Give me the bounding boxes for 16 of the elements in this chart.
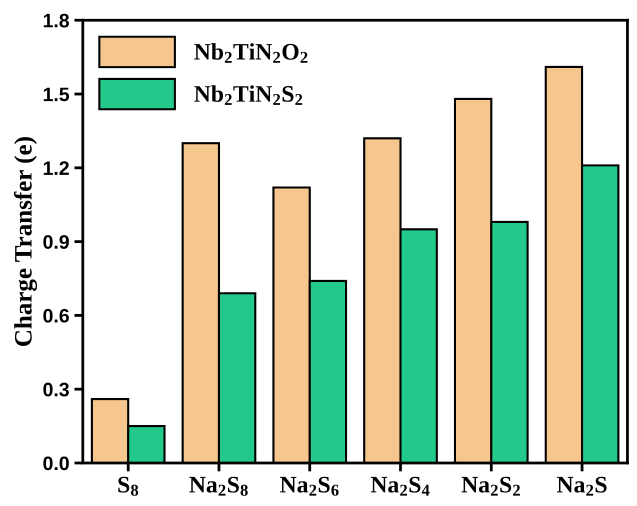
y-tick-label: 1.8 [44, 14, 70, 28]
x-tick-label: Na$_{2}$S$_{8}$ [189, 476, 248, 496]
legend-label: Nb$_{2}$TiN$_{2}$S$_{2}$ [194, 85, 302, 105]
y-tick-label: 0.3 [43, 382, 69, 396]
x-tick-label: Na$_{2}$S$_{6}$ [280, 476, 339, 496]
y-axis-title: Charge Transfer (e) [14, 137, 38, 346]
y-tick-label: 1.2 [44, 161, 69, 175]
x-tick-label: Na$_{2}$S$_{2}$ [462, 476, 520, 496]
y-tick-label: 0.0 [43, 456, 69, 470]
legend-label: Nb$_{2}$TiN$_{2}$O$_{2}$ [194, 43, 308, 63]
x-tick-label: Na$_{2}$S$_{4}$ [370, 476, 430, 496]
y-tick-label: 1.5 [44, 88, 70, 102]
y-tick-label: 0.6 [43, 308, 69, 323]
y-tick-label: 0.9 [43, 235, 69, 249]
x-tick-label: Na$_{2}$S [557, 476, 607, 496]
x-tick-label: S$_{8}$ [118, 476, 138, 496]
